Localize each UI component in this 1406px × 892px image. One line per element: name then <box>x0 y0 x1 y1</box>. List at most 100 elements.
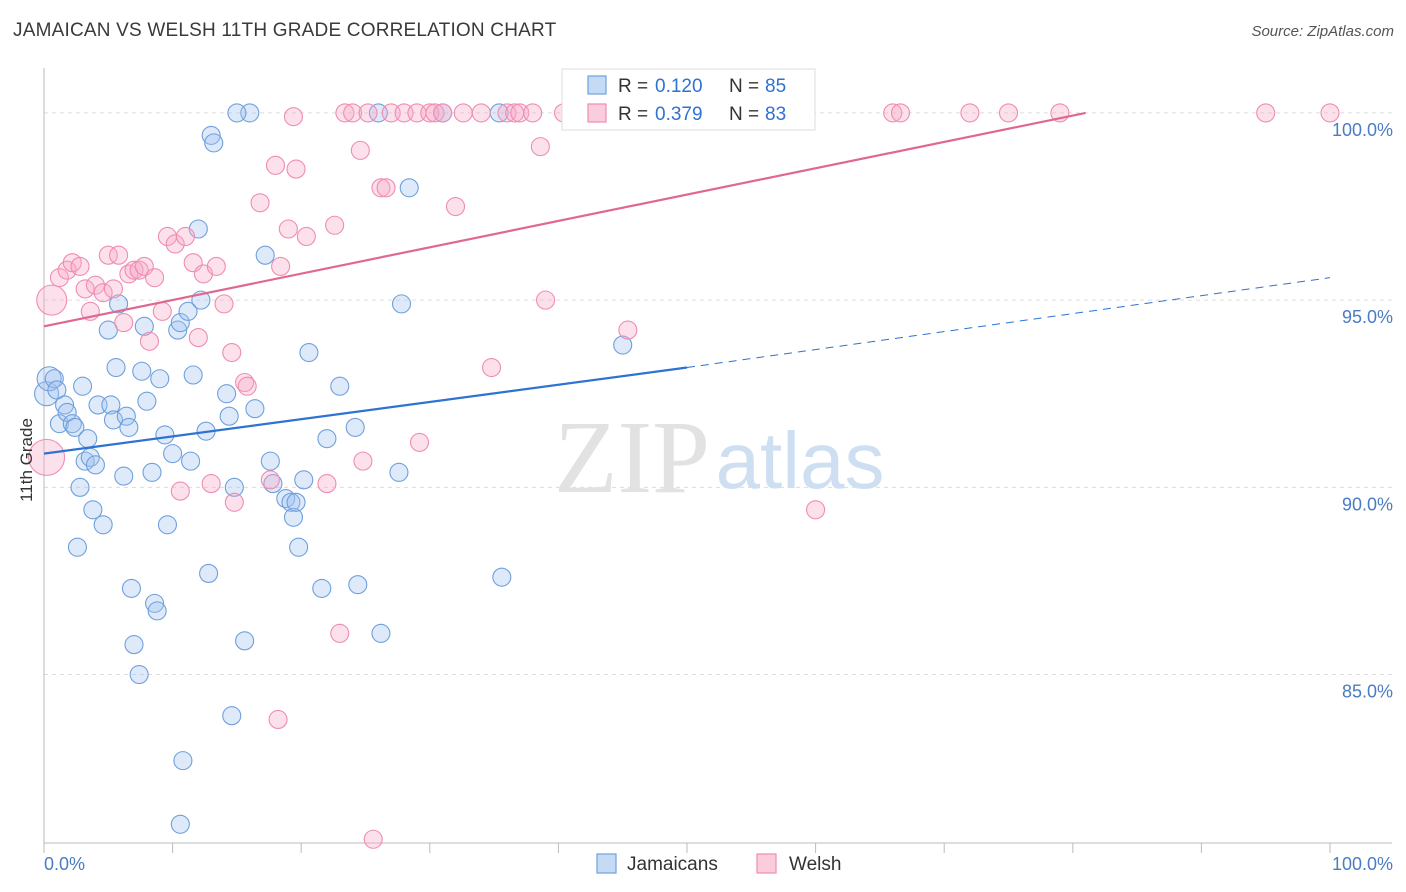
point-jamaicans <box>75 451 95 471</box>
point-welsh <box>98 245 118 265</box>
point-jamaicans <box>312 578 332 598</box>
point-welsh <box>445 196 466 217</box>
point-welsh <box>260 470 280 490</box>
point-jamaicans <box>55 395 75 415</box>
legend-r-value-welsh: 0.379 <box>655 104 703 125</box>
y-tick-label: 95.0% <box>1342 307 1393 327</box>
point-jamaicans <box>70 477 90 497</box>
point-jamaicans <box>124 635 144 655</box>
point-jamaicans <box>62 414 82 434</box>
point-welsh <box>363 829 383 849</box>
point-jamaicans <box>399 178 419 198</box>
bottom-legend-swatch-jamaicans <box>596 853 617 874</box>
point-jamaicans <box>391 294 412 314</box>
point-jamaicans <box>371 623 391 643</box>
point-welsh <box>119 264 139 284</box>
point-welsh <box>358 103 378 123</box>
point-jamaicans <box>348 575 368 595</box>
point-welsh <box>250 193 270 213</box>
point-welsh <box>109 245 129 265</box>
point-jamaicans <box>155 425 175 445</box>
point-jamaicans <box>286 492 306 512</box>
point-jamaicans <box>132 361 152 381</box>
point-welsh <box>330 623 350 643</box>
point-jamaicans <box>114 466 134 486</box>
point-jamaicans <box>150 369 170 389</box>
series-legend: Jamaicans Welsh <box>596 853 841 875</box>
point-welsh <box>278 219 298 239</box>
point-jamaicans <box>276 489 296 509</box>
point-welsh <box>425 103 445 123</box>
point-jamaicans <box>78 429 98 449</box>
point-welsh <box>523 103 543 123</box>
grid <box>44 112 1392 676</box>
point-jamaicans <box>263 474 283 494</box>
point-jamaicans <box>222 706 242 726</box>
point-jamaicans <box>181 451 201 471</box>
point-jamaicans <box>492 567 512 587</box>
point-jamaicans <box>294 470 314 490</box>
y-tick-label: 85.0% <box>1342 682 1393 702</box>
point-jamaicans <box>103 410 123 430</box>
point-welsh <box>317 474 337 494</box>
point-welsh <box>286 159 306 179</box>
point-welsh <box>49 268 69 288</box>
point-jamaicans <box>345 417 365 437</box>
data-points <box>28 103 1340 849</box>
axes <box>43 68 1392 853</box>
point-jamaicans <box>57 402 77 422</box>
point-welsh <box>890 103 911 123</box>
point-welsh <box>296 226 316 247</box>
point-jamaicans <box>260 451 280 471</box>
point-welsh <box>1256 103 1276 123</box>
point-jamaicans <box>47 380 67 400</box>
trend-line-jamaicans <box>43 366 688 455</box>
trend-line-welsh <box>43 111 1086 328</box>
y-axis-label: 11th Grade <box>17 418 36 502</box>
point-jamaicans <box>163 444 183 464</box>
point-welsh <box>535 290 556 310</box>
legend-swatch-jamaicans <box>587 75 607 95</box>
watermark-atlas: atlas <box>716 416 885 505</box>
point-welsh <box>409 432 430 452</box>
legend-n-label-welsh: N = <box>729 104 759 125</box>
point-jamaicans <box>199 563 219 583</box>
point-jamaicans <box>299 342 319 363</box>
point-jamaicans <box>168 320 188 340</box>
point-jamaicans <box>85 455 105 475</box>
point-jamaicans <box>157 515 178 535</box>
point-welsh <box>265 155 286 175</box>
point-jamaicans <box>36 366 62 392</box>
point-jamaicans <box>121 578 141 598</box>
point-welsh <box>214 294 234 314</box>
point-welsh <box>224 492 244 512</box>
legend-r-label-welsh: R = <box>618 104 648 125</box>
trend-lines <box>43 111 1331 455</box>
point-jamaicans <box>317 429 337 449</box>
point-jamaicans <box>109 294 129 314</box>
point-welsh <box>222 342 242 363</box>
point-jamaicans <box>281 492 301 512</box>
point-welsh <box>371 178 391 198</box>
point-jamaicans <box>142 462 162 482</box>
point-jamaicans <box>93 515 113 535</box>
point-welsh <box>145 268 165 288</box>
point-jamaicans <box>224 477 244 497</box>
point-welsh <box>114 313 134 333</box>
point-welsh <box>481 357 502 378</box>
point-jamaicans <box>183 365 203 385</box>
point-welsh <box>129 260 149 280</box>
point-welsh <box>75 279 95 299</box>
point-jamaicans <box>116 406 136 426</box>
point-welsh <box>70 256 90 276</box>
watermark-zip: ZIP <box>554 400 710 515</box>
point-jamaicans <box>283 507 304 527</box>
bottom-legend-jamaicans: Jamaicans <box>627 854 718 875</box>
point-welsh <box>170 481 190 501</box>
point-welsh <box>93 283 113 303</box>
point-welsh <box>237 376 257 396</box>
point-jamaicans <box>106 357 126 378</box>
point-jamaicans <box>217 384 237 404</box>
point-welsh <box>998 103 1019 123</box>
point-welsh <box>201 474 221 494</box>
